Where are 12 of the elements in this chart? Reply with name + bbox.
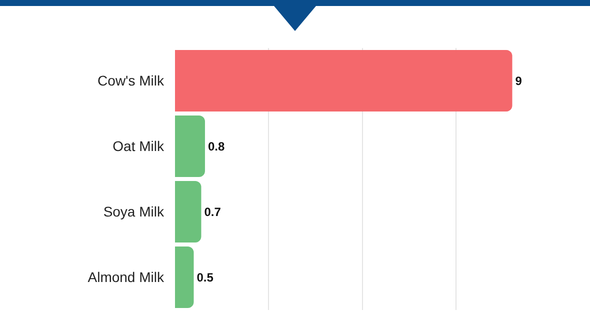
data-label: 0.8 — [208, 139, 225, 154]
bar — [175, 180, 202, 243]
bar — [175, 50, 512, 112]
y-tick-label: Soya Milk — [103, 204, 165, 220]
data-label: 9 — [515, 74, 522, 88]
y-tick-label: Oat Milk — [112, 138, 165, 154]
y-tick-label: Almond Milk — [88, 269, 165, 286]
bar — [175, 115, 205, 178]
data-label: 0.5 — [196, 270, 214, 284]
bar — [175, 246, 194, 308]
data-label: 0.7 — [204, 204, 222, 219]
y-tick-label: Cow's Milk — [98, 72, 165, 89]
